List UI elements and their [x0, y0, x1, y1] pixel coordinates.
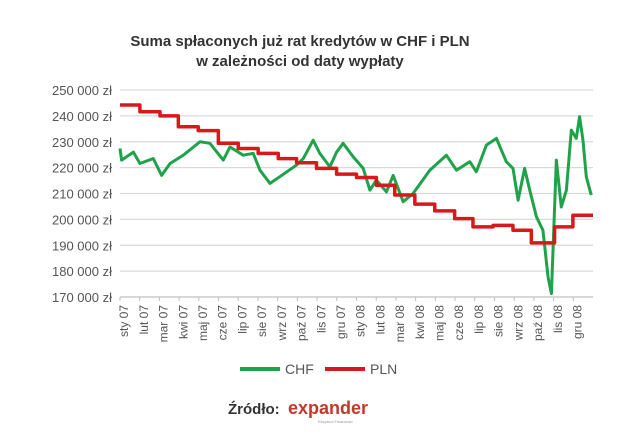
x-tick-label: lut 08 — [373, 305, 387, 335]
x-tick-label: sie 07 — [255, 305, 269, 337]
x-tick-label: wrz 07 — [275, 305, 289, 342]
x-tick-label: sty 08 — [354, 305, 368, 337]
x-tick-label: kwi 08 — [413, 305, 427, 339]
x-tick-label: mar 07 — [157, 305, 171, 343]
x-tick-label: kwi 07 — [176, 305, 190, 339]
x-tick-label: sty 07 — [117, 305, 131, 337]
series-line-pln — [120, 103, 593, 245]
x-tick-label: cze 07 — [216, 305, 230, 341]
x-tick-label: lut 07 — [137, 305, 151, 335]
x-tick-label: gru 07 — [334, 305, 348, 339]
y-tick-label: 220 000 zł — [52, 161, 112, 176]
x-tick-label: lis 07 — [314, 305, 328, 333]
x-tick-label: gru 08 — [570, 305, 584, 339]
expander-logo: expander — [288, 398, 368, 418]
y-tick-label: 200 000 zł — [52, 212, 112, 227]
source: Źródło: expander Eksperci Finansowi — [228, 398, 368, 424]
series-line-chf — [118, 115, 593, 296]
chart-title: Suma spłaconych już rat kredytów w CHF i… — [130, 33, 469, 50]
x-tick-label: wrz 08 — [511, 305, 525, 342]
x-tick-label: paź 08 — [531, 305, 545, 341]
y-tick-label: 190 000 zł — [52, 238, 112, 253]
y-tick-label: 170 000 zł — [52, 290, 112, 305]
legend-label-chf: CHF — [285, 361, 314, 377]
legend-label-pln: PLN — [370, 361, 397, 377]
y-tick-label: 230 000 zł — [52, 135, 112, 150]
x-tick-label: sie 08 — [492, 305, 506, 337]
x-tick-label: mar 08 — [393, 305, 407, 343]
x-tick-label: paź 07 — [295, 305, 309, 341]
x-tick-label: cze 08 — [452, 305, 466, 341]
expander-tagline: Eksperci Finansowi — [318, 419, 353, 424]
y-tick-label: 210 000 zł — [52, 187, 112, 202]
x-tick-label: lip 08 — [472, 305, 486, 334]
source-label: Źródło: — [228, 401, 280, 418]
y-tick-label: 250 000 zł — [52, 83, 112, 98]
y-tick-label: 240 000 zł — [52, 109, 112, 124]
x-tick-label: maj 07 — [196, 305, 210, 341]
chart-subtitle: w zależności od daty wypłaty — [195, 53, 404, 70]
x-tick-label: maj 08 — [433, 305, 447, 341]
x-tick-label: lis 08 — [551, 305, 565, 333]
x-tick-label: lip 07 — [235, 305, 249, 334]
legend: CHF PLN — [240, 361, 397, 377]
y-tick-label: 180 000 zł — [52, 264, 112, 279]
